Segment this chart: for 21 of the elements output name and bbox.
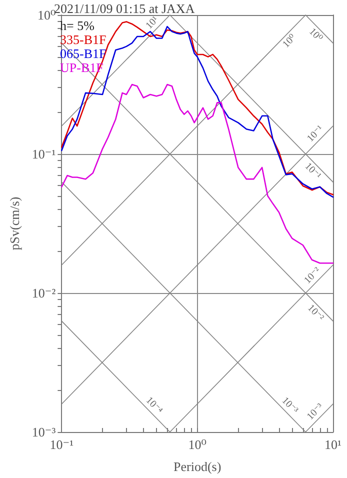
y-tick-label: 10⁻²: [32, 286, 56, 300]
text: 10⁻²: [302, 265, 323, 286]
text: 10⁻³: [279, 395, 300, 416]
text: 10⁰: [280, 32, 298, 50]
text: 10⁰: [306, 26, 324, 44]
y-tick-label: 10⁻¹: [32, 146, 56, 162]
x-axis-title: Period(s): [173, 459, 222, 474]
series-label: 335-B1F: [60, 32, 106, 47]
y-axis-title: pSv(cm/s): [7, 196, 22, 250]
y-tick-label: 10⁻³: [32, 424, 56, 440]
text: 10⁻³: [305, 402, 326, 422]
text: 10⁻⁴: [143, 395, 165, 417]
y-tick-label: 10⁰: [37, 8, 56, 22]
x-tick-label: 10¹: [324, 437, 342, 452]
chart-title: 2021/11/09 01:15 at JAXA: [54, 1, 196, 16]
x-tick-label: 10⁻¹: [50, 437, 74, 452]
text: 10¹: [144, 14, 161, 32]
text: 10⁻¹: [305, 124, 326, 144]
x-tick-label: 10⁰: [188, 437, 206, 452]
text: 10⁻²: [305, 302, 326, 324]
text: 10⁻¹: [302, 160, 323, 182]
